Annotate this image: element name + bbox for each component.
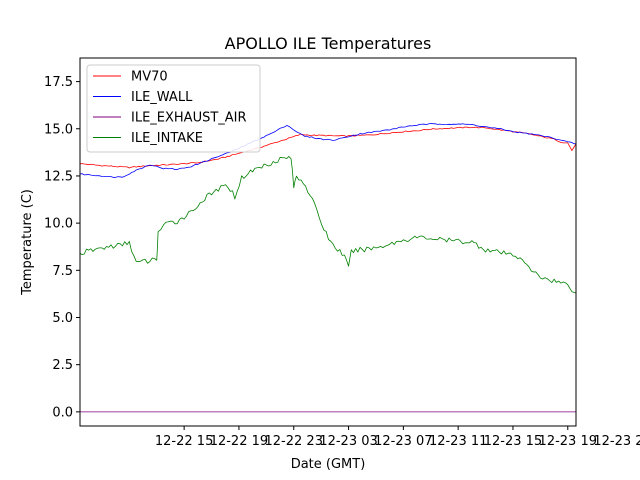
x-tick-label-12-23-03: 12-23 03 [319, 434, 377, 449]
legend: MV70 ILE_WALL ILE_EXHAUST_AIR ILE_INTAKE [86, 64, 261, 153]
chart-title: APOLLO ILE Temperatures [225, 34, 432, 53]
x-tick-label-12-23-11: 12-23 11 [429, 434, 487, 449]
y-tick-label-10.0: 10.0 [44, 217, 73, 232]
x-tick-label-12-23-07: 12-23 07 [374, 434, 432, 449]
x-tick-label-12-23-23: 12-23 23 [593, 434, 640, 449]
y-tick-label-2.5: 2.5 [52, 358, 73, 373]
series-layer [79, 123, 577, 413]
plot-frame [79, 57, 577, 427]
y-tick-label-15.0: 15.0 [44, 122, 73, 137]
legend-label-ile-intake: ILE_INTAKE [131, 131, 203, 146]
y-axis-title: Temperature (C) [20, 189, 35, 296]
x-tick-label-12-23-15: 12-23 15 [484, 434, 542, 449]
legend-label-ile-exhaust-air: ILE_EXHAUST_AIR [131, 111, 247, 126]
y-tick-label-5.0: 5.0 [52, 311, 73, 326]
legend-box [86, 64, 261, 153]
x-tick-label-12-22-15: 12-22 15 [155, 434, 213, 449]
y-tick-label-17.5: 17.5 [44, 75, 73, 90]
x-tick-label-12-22-23: 12-22 23 [265, 434, 323, 449]
series-line-ile-wall [79, 123, 577, 178]
legend-label-mv70: MV70 [131, 70, 168, 85]
y-axis-ticks: 0.0 2.5 5.0 7.5 10.0 12.5 15.0 17.5 [44, 75, 80, 420]
x-tick-label-12-22-19: 12-22 19 [210, 434, 268, 449]
series-line-mv70 [79, 126, 577, 169]
y-tick-label-0.0: 0.0 [52, 405, 73, 420]
y-tick-label-12.5: 12.5 [44, 169, 73, 184]
legend-label-ile-wall: ILE_WALL [131, 90, 193, 105]
series-line-ile-intake [79, 156, 577, 294]
x-tick-label-12-23-19: 12-23 19 [539, 434, 597, 449]
y-tick-label-7.5: 7.5 [52, 264, 73, 279]
x-axis-title: Date (GMT) [291, 457, 366, 472]
